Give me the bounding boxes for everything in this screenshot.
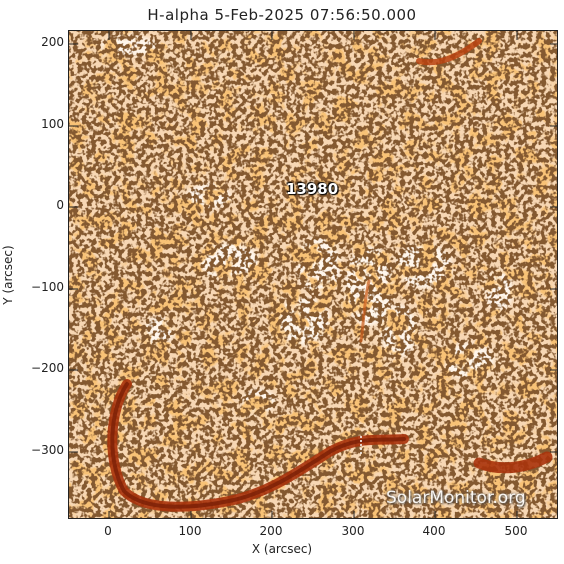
thin-filament	[359, 279, 371, 343]
active-region-label: 13980	[286, 180, 339, 198]
y-axis-title: Y (arcsec)	[1, 245, 15, 305]
y-tick-label: 100	[41, 117, 64, 131]
y-tick-label: 200	[41, 35, 64, 49]
plot-title: H-alpha 5-Feb-2025 07:56:50.000	[147, 6, 417, 24]
solar-image-frame	[68, 30, 558, 519]
watermark: SolarMonitor.org	[386, 488, 526, 508]
y-tick-label: −100	[31, 280, 64, 294]
x-tick-label: 400	[422, 524, 446, 538]
east-filament	[473, 451, 553, 474]
y-tick-label: −200	[31, 361, 64, 375]
y-tick-label: 0	[56, 198, 64, 212]
solar-image	[69, 31, 557, 518]
long-filament-core	[110, 382, 406, 509]
tick-marks	[69, 31, 557, 518]
x-tick-label: 500	[504, 524, 528, 538]
x-axis-title: X (arcsec)	[251, 542, 313, 556]
y-tick-label: −300	[31, 443, 64, 457]
north-filament	[416, 38, 482, 66]
x-tick-label: 0	[104, 524, 112, 538]
x-tick-label: 200	[259, 524, 283, 538]
x-tick-label: 100	[178, 524, 202, 538]
x-tick-label: 300	[341, 524, 365, 538]
filaments	[107, 38, 553, 512]
dark-grain-texture	[69, 31, 557, 518]
